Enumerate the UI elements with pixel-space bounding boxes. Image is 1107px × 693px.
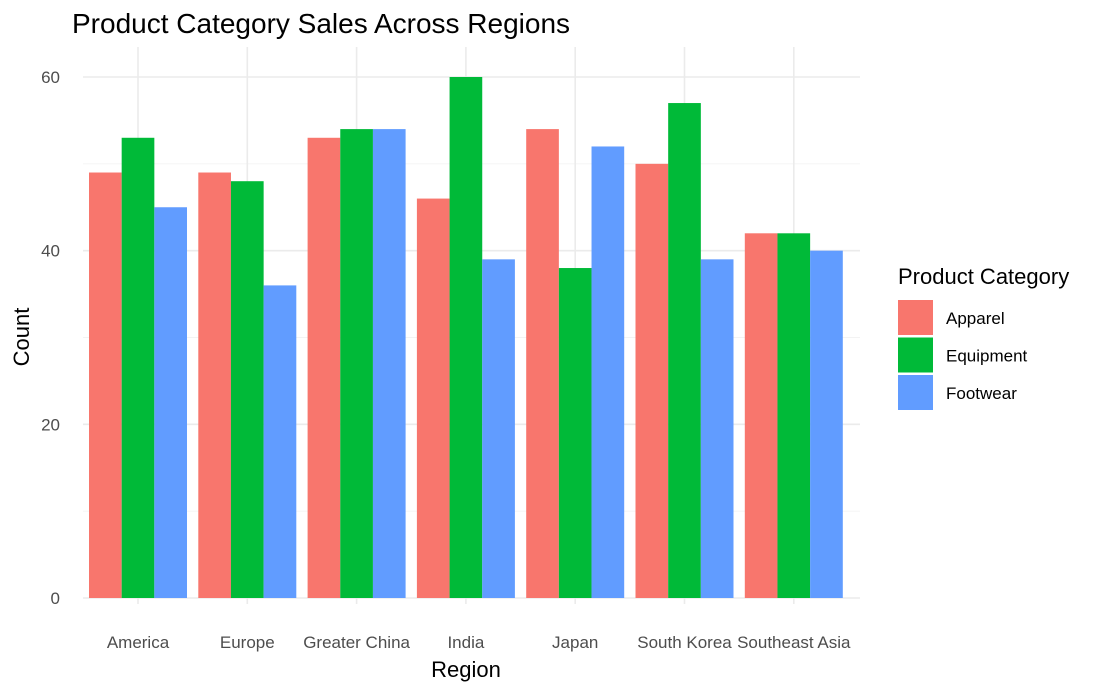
bar-footwear-southeast-asia: [810, 250, 843, 599]
x-tick-label: Southeast Asia: [737, 633, 851, 652]
bar-equipment-south-korea: [668, 103, 701, 599]
bar-apparel-japan: [526, 129, 559, 598]
bar-footwear-america: [154, 207, 187, 598]
legend-key-equipment: [898, 337, 933, 373]
y-tick-label: 60: [41, 68, 60, 87]
bar-apparel-europe: [198, 172, 231, 598]
x-axis-title: Region: [431, 657, 501, 682]
chart-title: Product Category Sales Across Regions: [72, 8, 570, 39]
x-tick-label: Europe: [220, 633, 275, 652]
bar-equipment-europe: [230, 181, 264, 598]
bar-footwear-europe: [263, 285, 297, 598]
x-tick-label: Japan: [552, 633, 598, 652]
y-axis-ticks: 0 20 40 60: [41, 68, 60, 608]
bar-equipment-america: [121, 137, 155, 598]
x-axis-ticks: America Europe Greater China India Japan Sout…: [107, 633, 851, 652]
bar-footwear-greater-china: [372, 129, 406, 598]
y-tick-label: 0: [51, 589, 60, 608]
bar-equipment-japan: [558, 268, 592, 598]
bar-equipment-greater-china: [340, 129, 373, 598]
y-tick-label: 20: [41, 415, 60, 434]
legend-label-footwear: Footwear: [946, 384, 1017, 403]
y-tick-label: 40: [41, 242, 60, 261]
legend-label-apparel: Apparel: [946, 309, 1005, 328]
legend: Product Category Apparel Equipment Footwea…: [898, 264, 1069, 410]
legend-title: Product Category: [898, 264, 1069, 289]
bar-apparel-america: [89, 172, 122, 598]
legend-label-equipment: Equipment: [946, 347, 1028, 366]
bar-apparel-southeast-asia: [744, 233, 778, 599]
bar-equipment-southeast-asia: [777, 233, 811, 599]
bar-equipment-india: [449, 77, 483, 598]
legend-key-apparel: [898, 300, 933, 335]
bars: [89, 77, 843, 599]
x-tick-label: America: [107, 633, 170, 652]
bar-footwear-japan: [591, 146, 625, 598]
bar-apparel-india: [416, 198, 450, 598]
x-tick-label: Greater China: [303, 633, 410, 652]
y-axis-title: Count: [9, 308, 34, 367]
bar-apparel-greater-china: [307, 137, 341, 598]
bar-apparel-south-korea: [635, 163, 669, 598]
legend-key-footwear: [898, 375, 933, 410]
x-tick-label: South Korea: [637, 633, 732, 652]
x-tick-label: India: [447, 633, 484, 652]
bar-footwear-south-korea: [700, 259, 734, 598]
bar-footwear-india: [482, 259, 515, 598]
